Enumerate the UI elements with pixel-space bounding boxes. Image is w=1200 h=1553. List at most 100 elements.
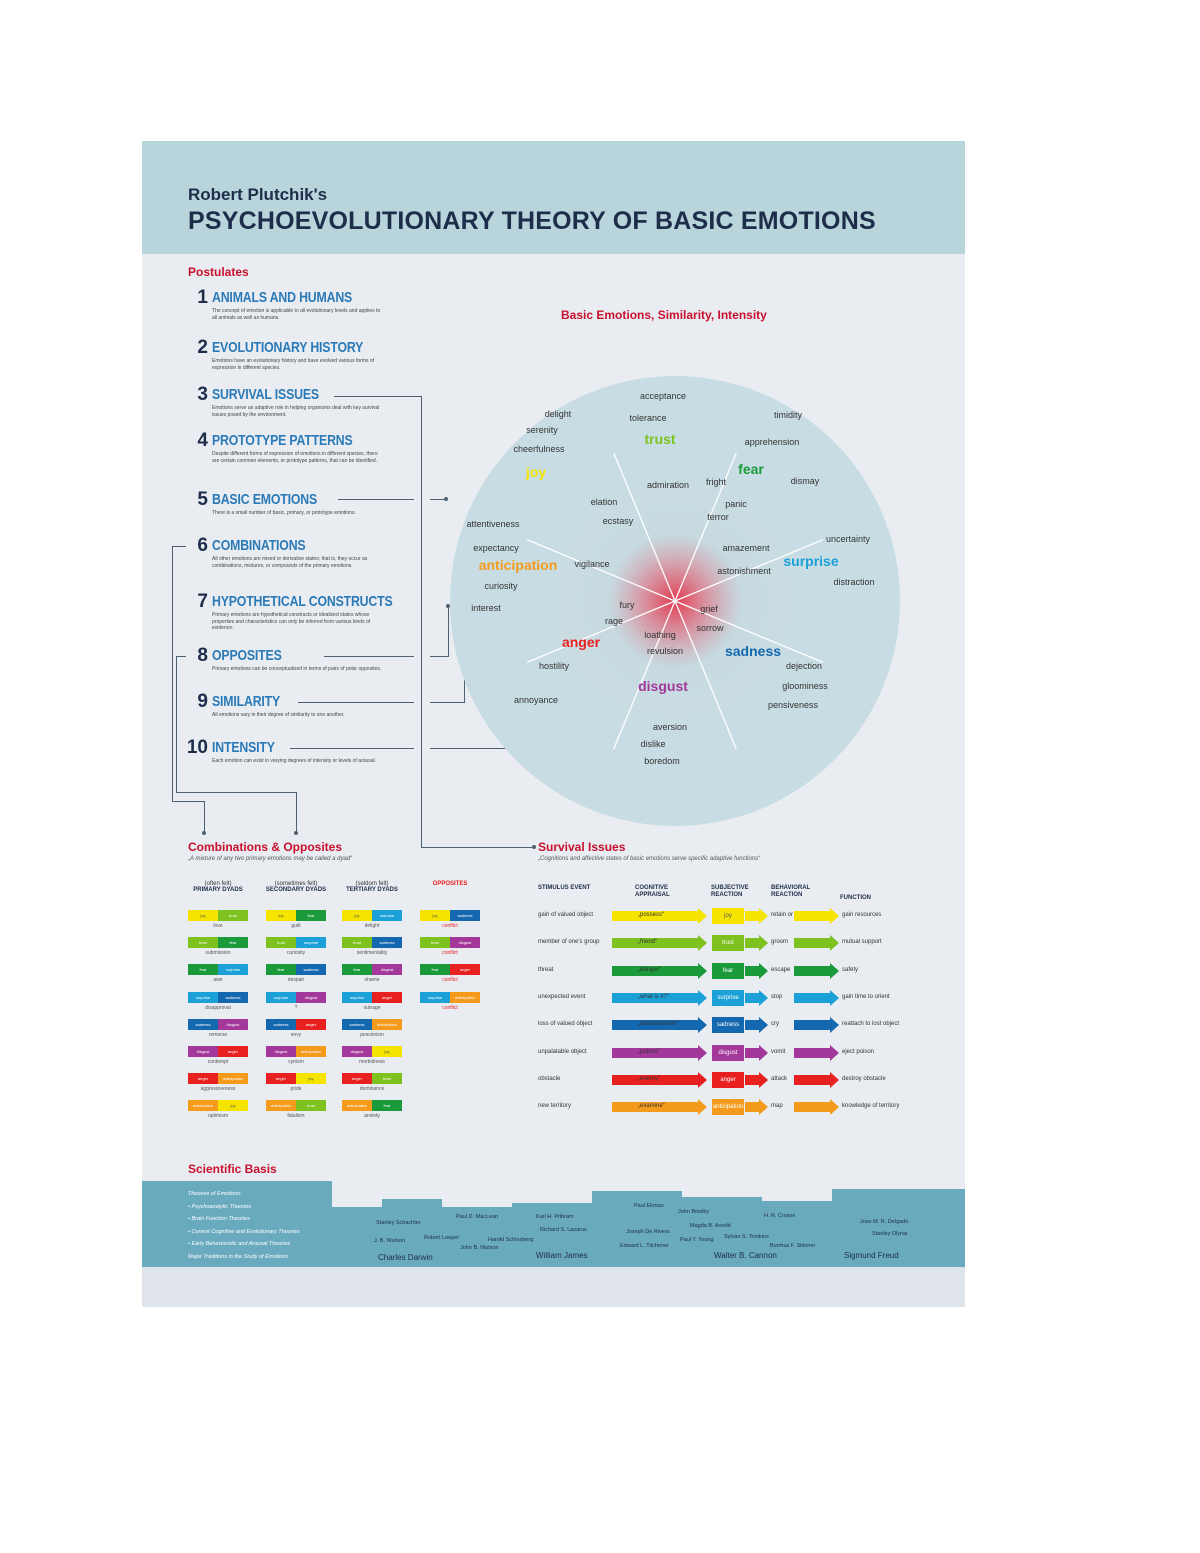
survival-arrow xyxy=(745,935,768,952)
scientist-name: William James xyxy=(536,1251,588,1260)
dyad-swatch-joy: joy xyxy=(420,910,450,921)
dyad-swatch-sadness: sadness xyxy=(266,1018,296,1030)
dyad-swatch-anticipation: anticipation xyxy=(218,1073,248,1085)
survival-stimulus: unpalatable object xyxy=(538,1048,587,1055)
dyad-result: disapproval xyxy=(205,1004,231,1011)
theory-item: Theories of Emotions: xyxy=(188,1191,242,1197)
wheel-emotion-label: curiosity xyxy=(484,581,518,591)
dyad-swatch-surprise: surprise xyxy=(372,910,402,921)
dyad-pair: disgust anticipation xyxy=(266,1046,326,1057)
scientist-name: Joseph De Rivera xyxy=(626,1229,670,1235)
postulate-title: SIMILARITY xyxy=(212,693,281,710)
wheel-emotion-label: dislike xyxy=(640,739,666,749)
scientist-name: Edward L. Titchener xyxy=(620,1243,669,1249)
wheel-emotion-label: hostility xyxy=(538,661,570,671)
postulate-description: Despite different forms of expression of… xyxy=(212,451,378,464)
survival-arrow xyxy=(794,1044,839,1061)
wheel-emotion-label: sorrow xyxy=(696,623,724,633)
scientist-name: John Bowlby xyxy=(678,1209,710,1215)
dyad-result: sentimentality xyxy=(356,950,388,957)
dyad-swatch-anger: anger xyxy=(372,991,402,1003)
postulate-number: 8 xyxy=(197,645,208,666)
dyad-swatch-anticipation: anticipation xyxy=(372,1018,402,1030)
scientist-name: Burrhus F. Skinner xyxy=(770,1243,816,1249)
wheel-emotion-label: vigilance xyxy=(574,559,610,569)
survival-cognition: „what is it?“ xyxy=(638,993,669,1000)
survival-arrow xyxy=(794,908,839,924)
postulate-number: 2 xyxy=(197,337,208,358)
wheel-emotion-label: acceptance xyxy=(639,391,687,401)
dyad-result: conflict xyxy=(442,950,458,957)
wheel-emotion-label: terror xyxy=(707,512,729,522)
dyad-result: conflict xyxy=(442,977,458,984)
postulate-title: ANIMALS AND HUMANS xyxy=(212,289,353,306)
timeline-skyline xyxy=(142,1181,965,1267)
dyad-swatch-sadness: sadness xyxy=(218,991,248,1003)
wheel-emotion-label: astonishment xyxy=(717,566,771,576)
survival-arrow xyxy=(745,1071,768,1088)
survival-arrow xyxy=(794,1099,839,1116)
postulate-description: Each emotion can exist in varying degree… xyxy=(212,758,376,764)
connector-line xyxy=(176,792,296,793)
wheel-emotion-label: amazement xyxy=(722,543,770,553)
survival-behavior: cry xyxy=(771,1021,779,1028)
survival-arrow xyxy=(612,989,707,1006)
postulate-description: All emotions vary in their degree of sim… xyxy=(212,712,345,718)
dyad-swatch-fear: fear xyxy=(266,964,296,976)
dyad-pair: fear sadness xyxy=(266,964,326,976)
postulate-number: 3 xyxy=(197,384,208,405)
connector-line xyxy=(430,656,448,657)
dyad-swatch-joy: joy xyxy=(188,910,218,921)
survival-emotion-box: sadness xyxy=(712,1017,744,1034)
dyad-swatch-surprise: surprise xyxy=(188,991,218,1003)
dyad-result: delight xyxy=(364,923,380,929)
wheel-emotion-label: panic xyxy=(725,499,747,509)
wheel-basic-trust: trust xyxy=(644,431,676,447)
survival-cognition: „abandonment“ xyxy=(638,1021,679,1028)
dyad-pair: trust sadness xyxy=(342,937,402,949)
dyad-swatch-fear: fear xyxy=(188,964,218,976)
survival-arrow xyxy=(612,1017,707,1034)
postulate-title: EVOLUTIONARY HISTORY xyxy=(212,339,364,356)
scientist-name: Richard S. Lazarus xyxy=(540,1227,587,1233)
wheel-emotion-label: ecstasy xyxy=(602,516,634,526)
dyad-swatch-sadness: sadness xyxy=(342,1018,372,1030)
wheel-emotion-label: boredom xyxy=(644,756,680,766)
postulate-number: 4 xyxy=(197,430,208,451)
dyad-swatch-anticipation: anticipation xyxy=(450,991,480,1003)
wheel-spoke xyxy=(526,600,676,663)
dyad-column-title: SECONDARY DYADS xyxy=(265,887,327,893)
dyad-pair: surprise anticipation xyxy=(420,991,480,1003)
theory-item: • Brain Function Theories xyxy=(188,1216,250,1222)
dyad-pair: trust fear xyxy=(188,937,248,949)
scientist-name: J. B. Watson xyxy=(374,1238,405,1244)
survival-heading: Survival Issues xyxy=(538,840,626,854)
survival-behavior: escape xyxy=(771,966,791,973)
survival-emotion-box: fear xyxy=(712,962,744,979)
scientist-name: John B. Watson xyxy=(460,1245,499,1251)
theory-item: • Early Behavioristic and Arousal Theori… xyxy=(188,1241,291,1247)
wheel-basic-disgust: disgust xyxy=(638,678,688,694)
dyad-swatch-joy: joy xyxy=(342,910,372,921)
survival-stimulus: member of one's group xyxy=(538,939,600,946)
postulate-number: 10 xyxy=(186,737,208,758)
scientist-name: Stanley Schachter xyxy=(376,1220,421,1226)
scientific-heading: Scientific Basis xyxy=(188,1162,277,1176)
dyad-pair: joy fear xyxy=(266,910,326,921)
wheel-emotion-label: aversion xyxy=(652,722,688,732)
dyad-swatch-trust: trust xyxy=(218,910,248,921)
survival-cognition: „examine“ xyxy=(638,1103,665,1110)
survival-function: safety xyxy=(842,966,859,973)
connector-dot xyxy=(532,845,536,849)
wheel-spoke xyxy=(674,452,737,602)
survival-arrow xyxy=(745,1017,768,1034)
dyad-column-header: (seldom felt) TERTIARY DYADS xyxy=(336,881,408,893)
scientist-name: Stanley Olynai xyxy=(872,1231,908,1237)
dyad-pair: trust surprise xyxy=(266,937,326,949)
dyad-swatch-trust: trust xyxy=(296,1100,326,1112)
dyad-column-note: (often felt) xyxy=(204,881,232,887)
dyad-result: conflict xyxy=(442,1004,458,1011)
survival-emotion-box: surprise xyxy=(712,989,744,1006)
dyad-result: aggressiveness xyxy=(200,1086,236,1093)
dyad-swatch-anger: anger xyxy=(296,1018,326,1030)
